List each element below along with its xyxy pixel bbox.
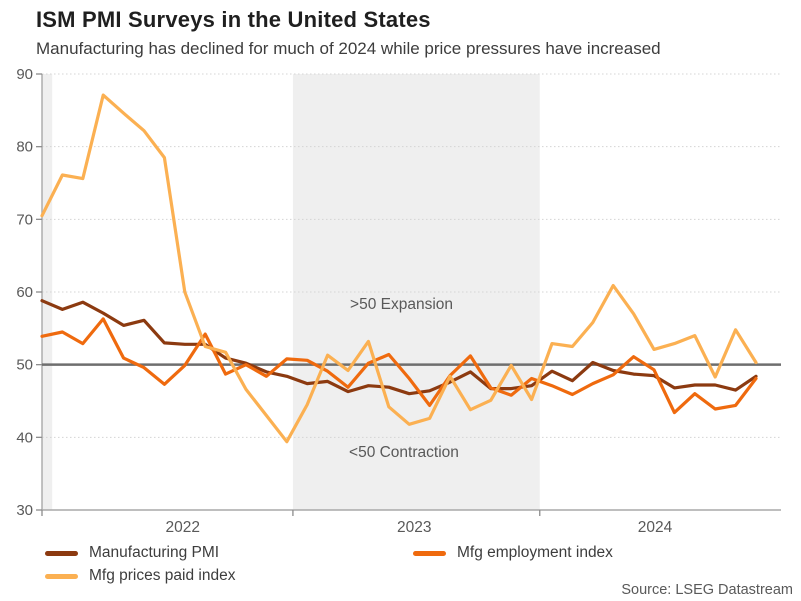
contraction-annotation: <50 Contraction: [349, 443, 459, 461]
series-line-manufacturing-pmi: [40, 299, 758, 396]
legend-label: Mfg prices paid index: [89, 567, 236, 584]
legend-swatch-manufacturing-pmi: [45, 550, 78, 556]
legend-item-mfg-prices-paid: Mfg prices paid index: [45, 567, 235, 585]
x-axis-year-label: 2023: [397, 519, 431, 536]
y-tick-label: 80: [16, 139, 33, 156]
y-tick-label: 30: [16, 502, 33, 519]
series-line-mfg-employment-index: [40, 317, 758, 415]
source-note: Source: LSEG Datastream: [621, 582, 793, 598]
y-tick-label: 90: [16, 66, 33, 83]
x-axis-year-label: 2022: [166, 519, 200, 536]
y-tick-label: 70: [16, 211, 33, 228]
legend-item-manufacturing-pmi: Manufacturing PMI: [45, 544, 219, 562]
legend-swatch-mfg-employment: [413, 550, 446, 556]
chart-subtitle: Manufacturing has declined for much of 2…: [36, 39, 661, 58]
chart-title: ISM PMI Surveys in the United States: [36, 7, 431, 32]
legend-swatch-mfg-prices-paid: [45, 573, 78, 579]
y-tick-label: 40: [16, 429, 33, 446]
y-tick-label: 50: [16, 357, 33, 374]
legend-item-mfg-employment: Mfg employment index: [413, 544, 613, 562]
legend-label: Manufacturing PMI: [89, 544, 220, 561]
expansion-annotation: >50 Expansion: [350, 296, 454, 314]
y-tick-label: 60: [16, 284, 33, 301]
legend-label: Mfg employment index: [457, 544, 613, 561]
x-axis-year-label: 2024: [638, 519, 673, 536]
series-line-mfg-prices-paid-index: [40, 93, 758, 444]
